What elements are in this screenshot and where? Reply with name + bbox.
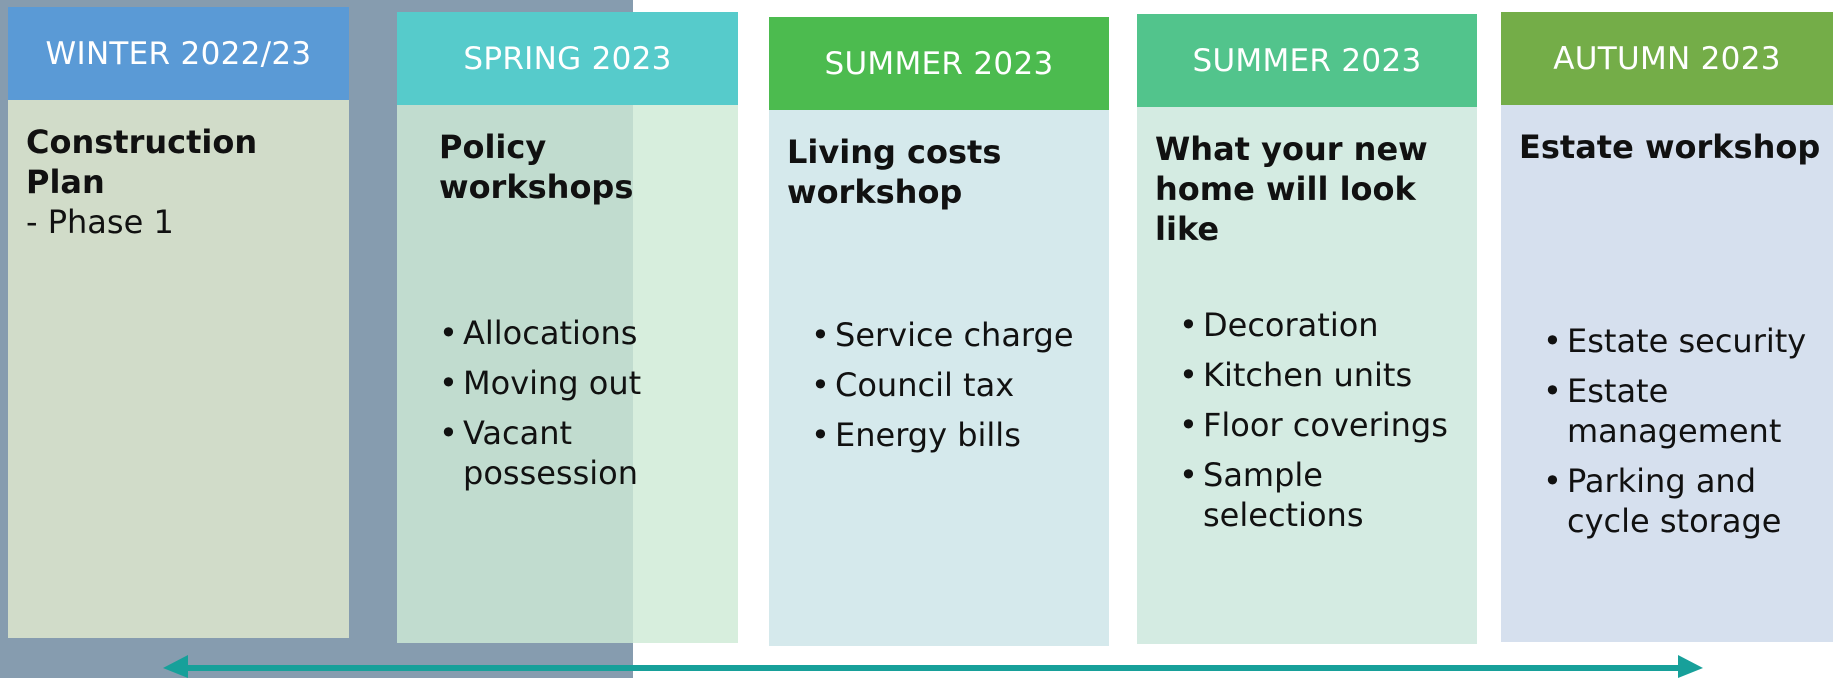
bullet-list: Decoration Kitchen units Floor coverings Sa…: [1179, 305, 1471, 545]
title-text: What your new home will look like: [1155, 130, 1428, 248]
column: WINTER 2022/23 Construction Plan - Phase 1: [8, 7, 349, 638]
column: SPRING 2023 Policy workshops Allocations Mo…: [397, 12, 738, 643]
column: AUTUMN 2023 Estate workshop Estate securit…: [1501, 12, 1833, 642]
bullet-item: Kitchen units: [1179, 355, 1471, 395]
column: SUMMER 2023 Living costs workshop Service …: [769, 17, 1109, 646]
bullet-item: Decoration: [1179, 305, 1471, 345]
column-title: Living costs workshop: [787, 132, 1097, 212]
bullet-item: Estate management: [1543, 371, 1827, 451]
column-body: Living costs workshop Service charge Counc…: [769, 110, 1109, 646]
column-title: Estate workshop: [1519, 127, 1821, 167]
column-body: What your new home will look like Decorat…: [1137, 107, 1477, 644]
column: SUMMER 2023 What your new home will look …: [1137, 14, 1477, 644]
bullet-item: Council tax: [811, 365, 1103, 405]
column-body: Construction Plan - Phase 1: [8, 100, 349, 638]
column-header: AUTUMN 2023: [1501, 12, 1833, 105]
bullet-item: Energy bills: [811, 415, 1103, 455]
bullet-item: Sample selections: [1179, 455, 1471, 535]
bullet-item: Parking and cycle storage: [1543, 461, 1827, 541]
subtitle: - Phase 1: [26, 203, 174, 241]
column-body: Policy workshops Allocations Moving out Vac…: [397, 105, 738, 643]
bullet-list: Allocations Moving out Vacant possession: [439, 313, 732, 503]
column-title: Construction Plan - Phase 1: [26, 122, 337, 242]
bullet-list: Service charge Council tax Energy bills: [811, 315, 1103, 465]
title-text: Living costs workshop: [787, 133, 1002, 211]
column-header: SPRING 2023: [397, 12, 738, 105]
column-header: SUMMER 2023: [1137, 14, 1477, 107]
arrow-head-left: [163, 655, 188, 678]
bullet-item: Estate security: [1543, 321, 1827, 361]
column-body: Estate workshop Estate security Estate man…: [1501, 105, 1833, 642]
bullet-list: Estate security Estate management Parking …: [1543, 321, 1827, 551]
column-header: WINTER 2022/23: [8, 7, 349, 100]
bullet-item: Vacant possession: [439, 413, 732, 493]
title-text: Estate workshop: [1519, 128, 1821, 166]
title-text: Construction Plan: [26, 123, 258, 201]
bullet-item: Service charge: [811, 315, 1103, 355]
bullet-item: Allocations: [439, 313, 732, 353]
column-title: What your new home will look like: [1155, 129, 1465, 249]
title-text: Policy workshops: [439, 128, 634, 206]
column-title: Policy workshops: [439, 127, 726, 207]
bullet-item: Floor coverings: [1179, 405, 1471, 445]
column-header: SUMMER 2023: [769, 17, 1109, 110]
arrow-head-right: [1678, 655, 1703, 678]
bullet-item: Moving out: [439, 363, 732, 403]
